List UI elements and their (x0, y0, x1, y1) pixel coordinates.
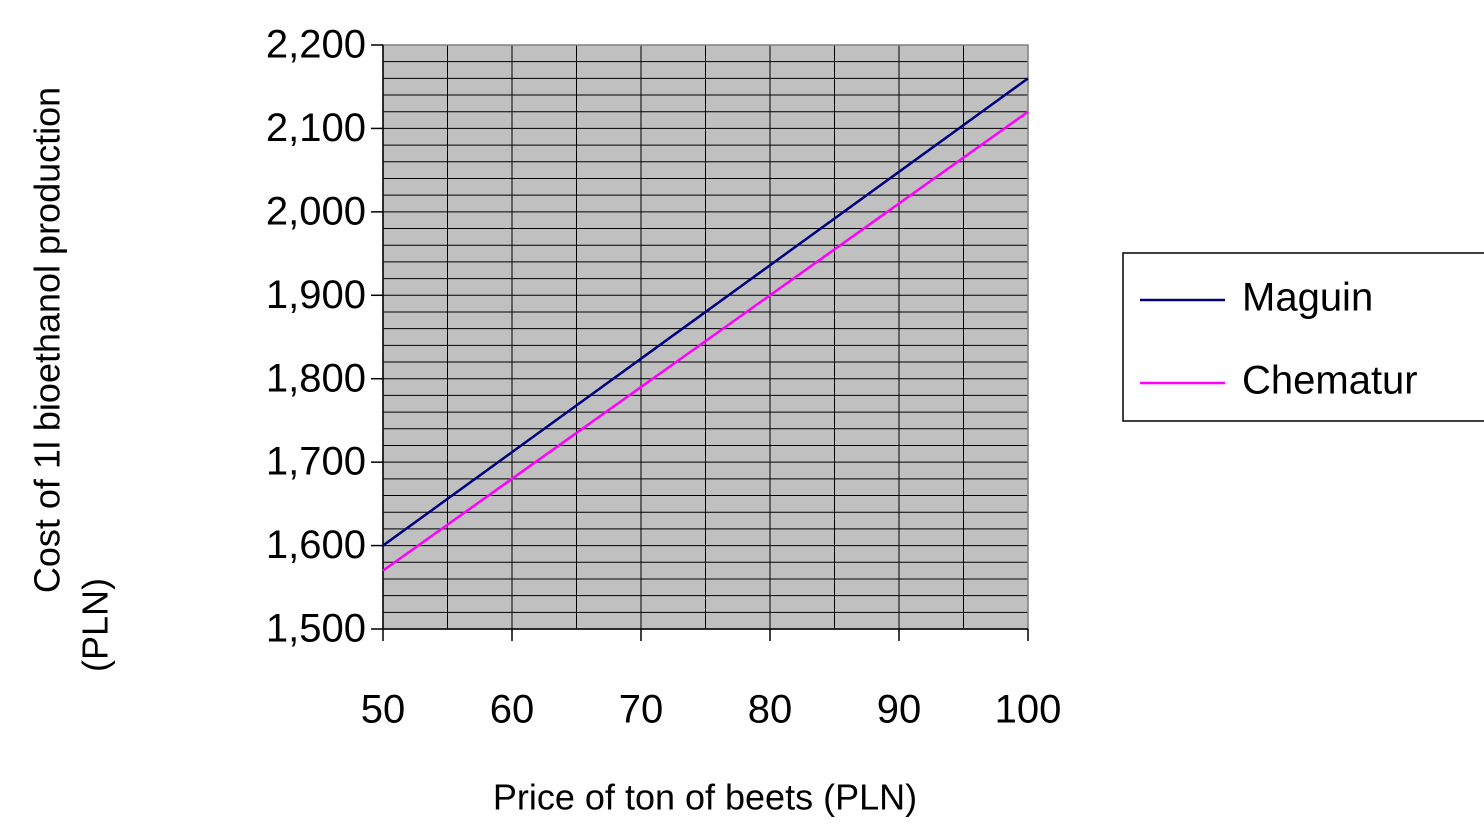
y-tick-label: 1,900 (266, 273, 366, 317)
legend-label: Maguin (1242, 276, 1373, 320)
x-tick-label: 60 (490, 688, 535, 732)
legend-label: Chematur (1242, 359, 1418, 403)
legend-box (1122, 252, 1484, 422)
x-axis-label: Price of ton of beets (PLN) (493, 777, 917, 818)
x-tick-label: 50 (361, 688, 406, 732)
x-tick-label: 80 (748, 688, 793, 732)
y-axis-label: Cost of 1l bioethanol production (27, 87, 68, 593)
line-series (382, 110, 1029, 572)
x-tick-label: 90 (877, 688, 922, 732)
line-series (382, 77, 1029, 547)
y-tick-label: 1,500 (266, 607, 366, 651)
y-tick-label: 1,800 (266, 356, 366, 400)
y-tick-label: 2,000 (266, 189, 366, 233)
x-tick-label: 100 (995, 688, 1062, 732)
y-tick-label: 1,600 (266, 523, 366, 567)
y-axis-label: (PLN) (75, 578, 116, 672)
y-tick-label: 2,200 (266, 23, 366, 67)
x-tick-label: 70 (619, 688, 664, 732)
y-tick-labels: 1,500 1,600 1,700 1,800 1,900 2,000 2,100 2,200 (266, 23, 366, 651)
y-tick-label: 2,100 (266, 106, 366, 150)
y-tick-label: 1,700 (266, 440, 366, 484)
